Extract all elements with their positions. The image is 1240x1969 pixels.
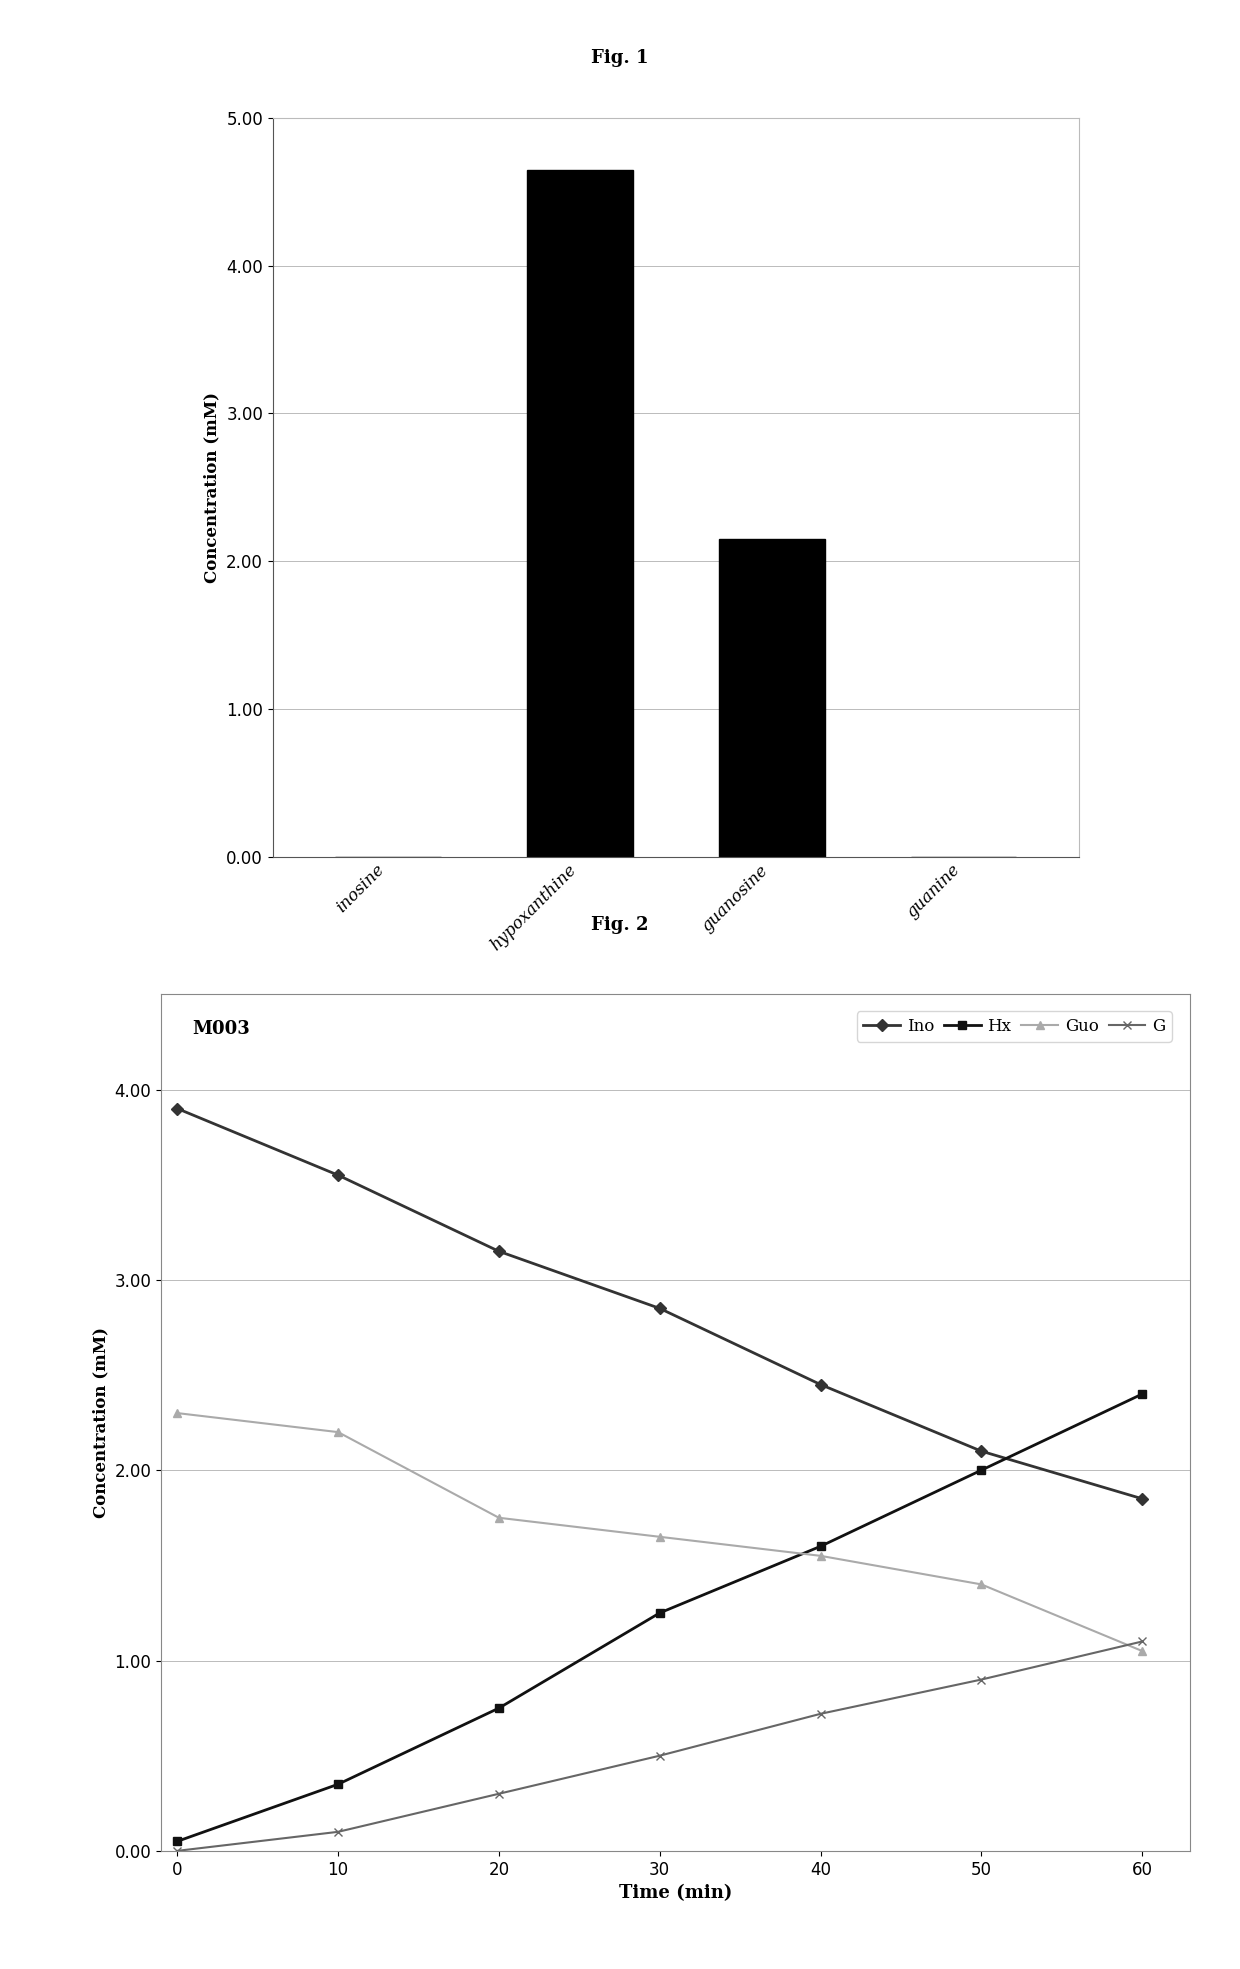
Guo bbox=[331, 1420, 346, 1443]
Line: Ino: Ino bbox=[174, 1105, 1146, 1502]
Text: M003: M003 bbox=[192, 1020, 249, 1038]
G bbox=[652, 1745, 667, 1768]
Hx bbox=[652, 1601, 667, 1624]
G bbox=[170, 1839, 185, 1863]
Line: Hx: Hx bbox=[174, 1390, 1146, 1845]
Hx bbox=[331, 1772, 346, 1796]
Y-axis label: Concentration (mM): Concentration (mM) bbox=[203, 392, 221, 583]
G bbox=[331, 1819, 346, 1843]
Ino bbox=[491, 1240, 506, 1264]
Bar bbox=[527, 169, 632, 857]
Guo bbox=[491, 1506, 506, 1530]
Guo bbox=[652, 1524, 667, 1548]
Hx bbox=[491, 1695, 506, 1721]
Ino bbox=[652, 1298, 667, 1321]
Guo bbox=[170, 1402, 185, 1426]
Hx bbox=[813, 1534, 828, 1557]
G bbox=[813, 1701, 828, 1725]
Y-axis label: Concentration (mM): Concentration (mM) bbox=[92, 1327, 109, 1518]
Line: G: G bbox=[174, 1638, 1146, 1855]
Guo bbox=[813, 1544, 828, 1567]
G bbox=[1135, 1630, 1149, 1654]
Ino bbox=[973, 1439, 988, 1463]
Ino bbox=[813, 1372, 828, 1396]
Hx bbox=[973, 1459, 988, 1483]
Ino bbox=[170, 1097, 185, 1120]
Text: Fig. 2: Fig. 2 bbox=[591, 916, 649, 933]
G bbox=[491, 1782, 506, 1806]
Guo bbox=[973, 1573, 988, 1597]
Guo bbox=[1135, 1638, 1149, 1662]
Ino bbox=[331, 1164, 346, 1187]
Legend: Ino, Hx, Guo, G: Ino, Hx, Guo, G bbox=[857, 1012, 1172, 1042]
Bar bbox=[719, 540, 825, 857]
G bbox=[973, 1668, 988, 1691]
Ino bbox=[1135, 1487, 1149, 1510]
Hx bbox=[1135, 1382, 1149, 1406]
Text: Fig. 1: Fig. 1 bbox=[591, 49, 649, 67]
Line: Guo: Guo bbox=[174, 1410, 1146, 1656]
Hx bbox=[170, 1829, 185, 1853]
X-axis label: Time (min): Time (min) bbox=[619, 1884, 733, 1902]
